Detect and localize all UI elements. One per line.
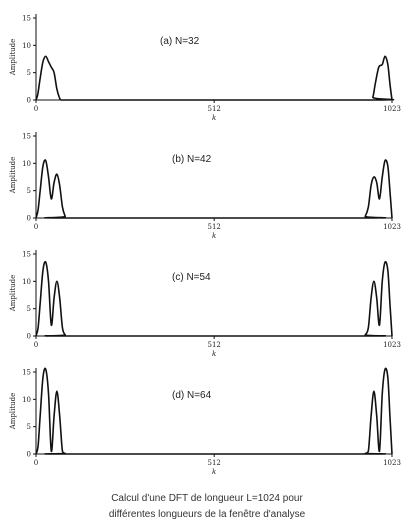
x-tick-label: 1023 [383, 341, 401, 349]
caption-line-2: différentes longueurs de la fenêtre d'an… [0, 509, 414, 520]
y-tick-label: 15 [22, 15, 31, 23]
y-tick-label: 0 [27, 215, 31, 223]
y-tick-label: 15 [22, 369, 31, 377]
y-tick-label: 5 [27, 187, 31, 195]
panel-1: 0 5 10 15 0 512 1023 k Amplitude (a) N=32 [9, 14, 401, 122]
amplitude-curve [36, 262, 392, 336]
panel-title: (b) N=42 [172, 154, 212, 165]
x-axis-label: k [212, 468, 216, 476]
y-tick-label: 5 [27, 69, 31, 77]
x-axis-label: k [212, 114, 216, 122]
x-tick-label: 1023 [383, 459, 401, 467]
caption-line-1: Calcul d'une DFT de longueur L=1024 pour [0, 493, 414, 504]
y-axis-label: Amplitude [9, 157, 17, 195]
y-tick-label: 5 [27, 423, 31, 431]
y-tick-label: 10 [22, 160, 31, 168]
x-tick-label: 1023 [383, 223, 401, 231]
x-tick-label: 512 [207, 105, 220, 113]
y-axis-label: Amplitude [9, 39, 17, 77]
y-tick-label: 10 [22, 278, 31, 286]
panel-title: (d) N=64 [172, 390, 212, 401]
x-tick-label: 512 [207, 223, 220, 231]
x-tick-label: 1023 [383, 105, 401, 113]
x-tick-label: 512 [207, 341, 220, 349]
panel-3: 0 5 10 15 0 512 1023 k Amplitude (c) N=54 [9, 250, 401, 358]
y-tick-label: 0 [27, 451, 31, 459]
panel-4: 0 5 10 15 0 512 1023 k Amplitude (d) N=64 [9, 368, 401, 476]
x-axis-label: k [212, 350, 216, 358]
panel-title: (c) N=54 [172, 272, 211, 283]
amplitude-curve [36, 368, 392, 454]
amplitude-curve [36, 160, 392, 218]
x-tick-label: 0 [34, 459, 38, 467]
y-axis-label: Amplitude [9, 393, 17, 431]
x-axis-label: k [212, 232, 216, 240]
x-tick-label: 0 [34, 341, 38, 349]
panel-title: (a) N=32 [160, 36, 200, 47]
y-tick-label: 10 [22, 42, 31, 50]
y-tick-label: 0 [27, 97, 31, 105]
y-tick-label: 15 [22, 133, 31, 141]
amplitude-curve [36, 56, 394, 100]
y-tick-label: 0 [27, 333, 31, 341]
y-tick-label: 15 [22, 251, 31, 259]
x-tick-label: 512 [207, 459, 220, 467]
panel-2: 0 5 10 15 0 512 1023 k Amplitude (b) N=42 [9, 132, 401, 240]
y-tick-label: 10 [22, 396, 31, 404]
y-tick-label: 5 [27, 305, 31, 313]
x-tick-label: 0 [34, 223, 38, 231]
x-tick-label: 0 [34, 105, 38, 113]
y-axis-label: Amplitude [9, 275, 17, 313]
